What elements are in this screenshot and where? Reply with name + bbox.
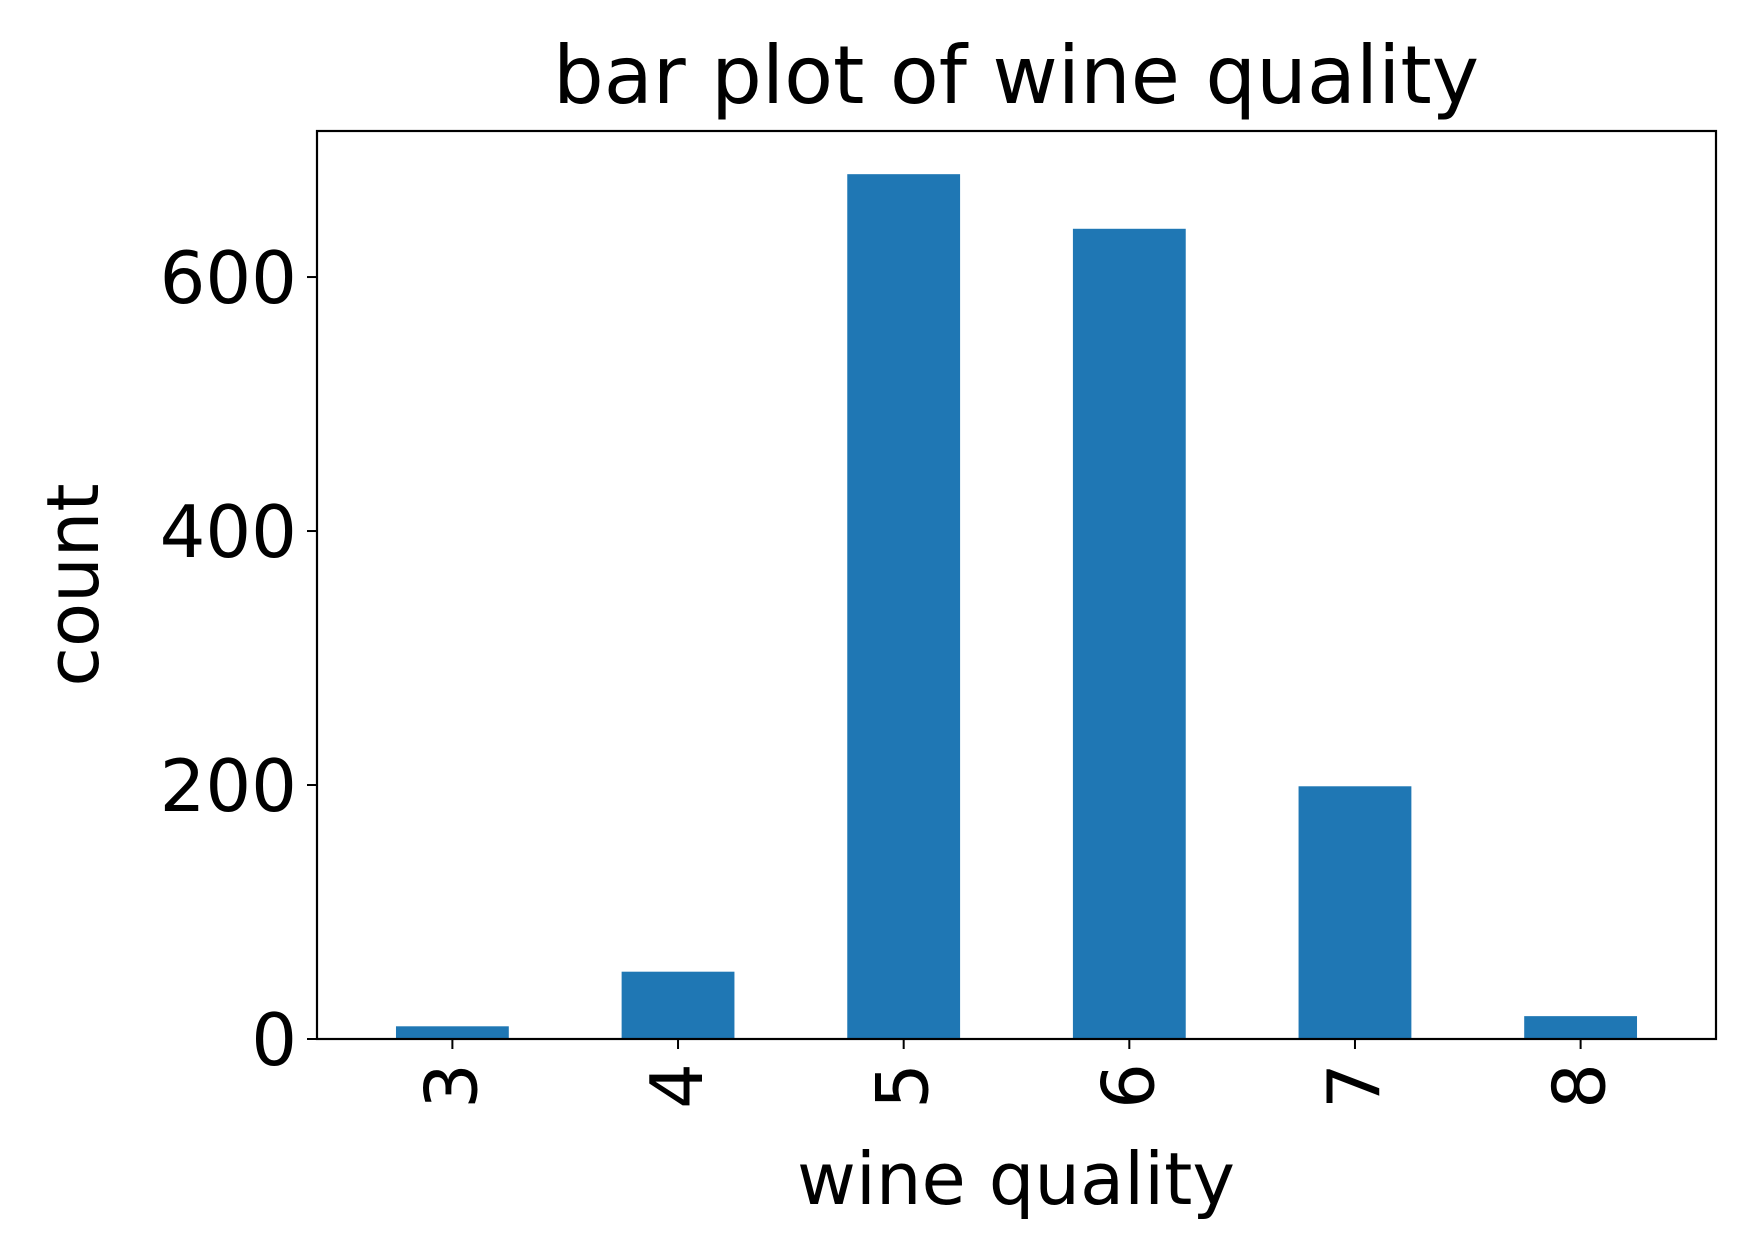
bar-7 — [1298, 786, 1412, 1039]
bars-group — [395, 174, 1638, 1040]
x-tick-label: 7 — [1312, 1063, 1396, 1109]
x-axis-label: wine quality — [797, 1137, 1235, 1221]
x-tick-label: 5 — [861, 1063, 945, 1109]
bar-6 — [1072, 228, 1186, 1040]
plot-frame — [315, 129, 1718, 1041]
bar-8 — [1524, 1016, 1638, 1039]
x-tick-label: 6 — [1086, 1063, 1170, 1109]
x-tick-label: 3 — [409, 1063, 493, 1109]
bar-3 — [395, 1026, 509, 1039]
y-axis: 0 200 400 600 — [160, 236, 317, 1082]
bar-4 — [621, 971, 735, 1039]
y-tick-label: 400 — [160, 490, 297, 574]
y-tick-label: 200 — [160, 744, 297, 828]
bar-5 — [847, 174, 961, 1040]
y-tick-label: 600 — [160, 236, 297, 320]
x-axis: 3 4 5 6 7 8 — [409, 1039, 1622, 1109]
chart-title: bar plot of wine quality — [553, 29, 1479, 122]
x-tick-label: 8 — [1538, 1063, 1622, 1109]
y-tick-label: 0 — [251, 998, 297, 1082]
y-axis-label: count — [31, 483, 115, 686]
x-tick-label: 4 — [635, 1063, 719, 1109]
